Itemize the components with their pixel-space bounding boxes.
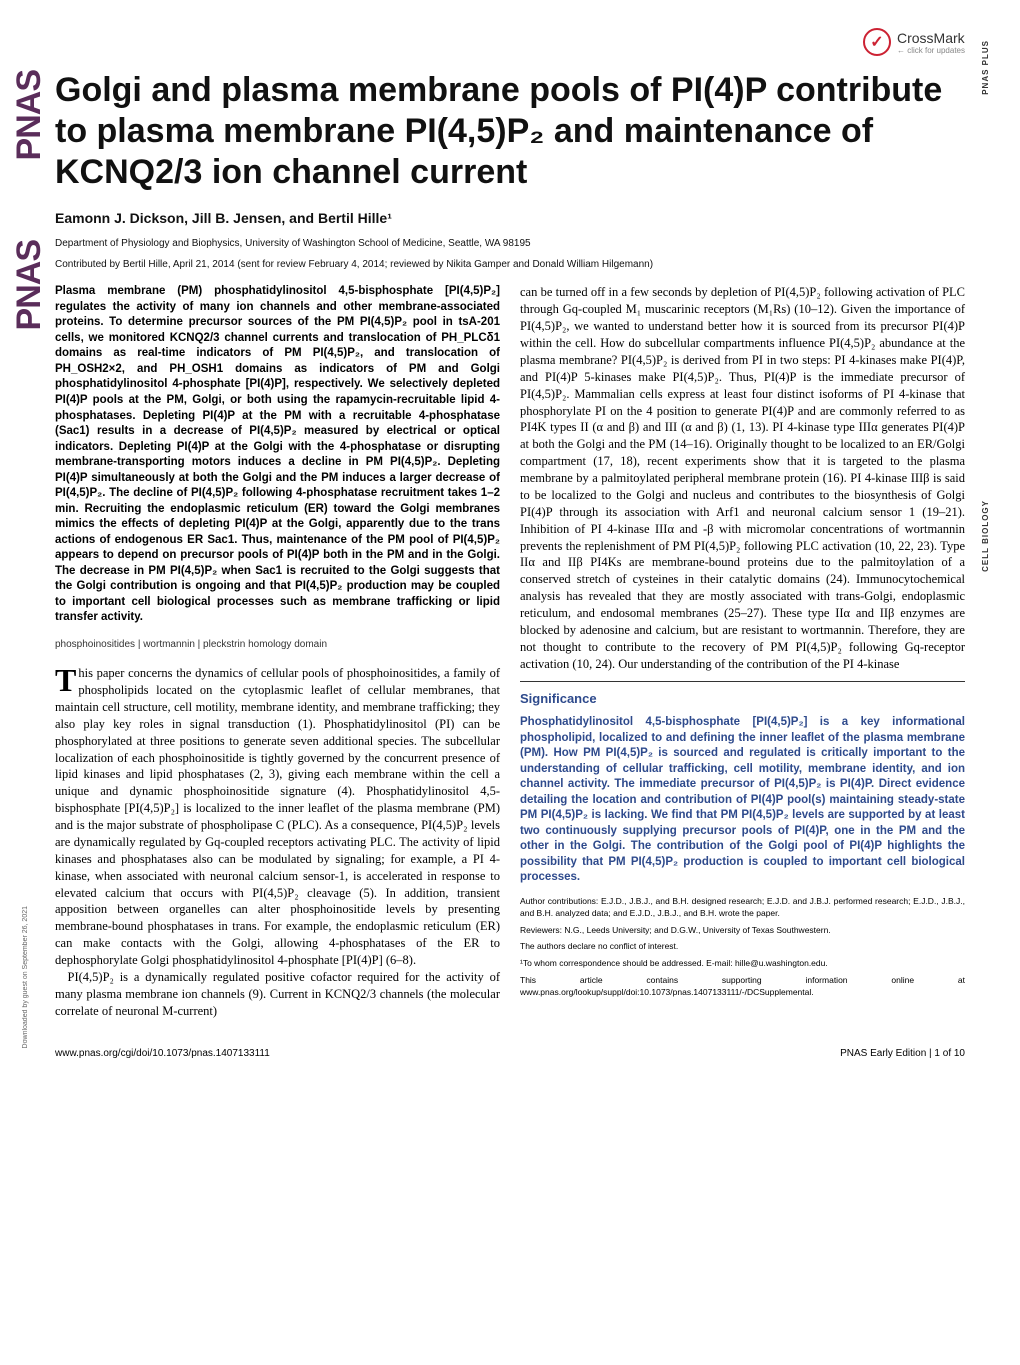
supporting-info: This article contains supporting informa… xyxy=(520,975,965,999)
downloaded-note: Downloaded by guest on September 26, 202… xyxy=(22,906,29,1048)
footer-page: PNAS Early Edition | 1 of 10 xyxy=(840,1048,965,1059)
significance-box: Significance Phosphatidylinositol 4,5-bi… xyxy=(520,681,965,886)
correspondence: ¹To whom correspondence should be addres… xyxy=(520,958,965,970)
right-column: can be turned off in a few seconds by de… xyxy=(520,284,965,1019)
body-para-1: This paper concerns the dynamics of cell… xyxy=(55,665,500,969)
body-col2-p1: can be turned off in a few seconds by de… xyxy=(520,284,965,672)
reviewers: Reviewers: N.G., Leeds University; and D… xyxy=(520,925,965,937)
crossmark-label: CrossMark ← click for updates xyxy=(897,30,965,55)
authors: Eamonn J. Dickson, Jill B. Jensen, and B… xyxy=(55,210,965,226)
pnas-plus-label: PNAS PLUS xyxy=(981,40,990,95)
pnas-logo-repeat: PNAS xyxy=(10,240,49,330)
crossmark-icon: ✓ xyxy=(863,28,891,56)
keywords: phosphoinositides | wortmannin | pleckst… xyxy=(55,638,500,652)
page-footer: www.pnas.org/cgi/doi/10.1073/pnas.140713… xyxy=(55,1040,965,1059)
contributed-line: Contributed by Bertil Hille, April 21, 2… xyxy=(55,259,965,270)
abstract: Plasma membrane (PM) phosphatidylinosito… xyxy=(55,284,500,625)
conflict: The authors declare no conflict of inter… xyxy=(520,941,965,953)
body-para-2: PI(4,5)P₂ is a dynamically regulated pos… xyxy=(55,969,500,1020)
left-column: Plasma membrane (PM) phosphatidylinosito… xyxy=(55,284,500,1019)
affiliation: Department of Physiology and Biophysics,… xyxy=(55,238,965,249)
footer-doi: www.pnas.org/cgi/doi/10.1073/pnas.140713… xyxy=(55,1048,270,1059)
crossmark-sublabel: ← click for updates xyxy=(897,46,965,55)
crossmark-text: CrossMark xyxy=(897,30,965,46)
pnas-logo: PNAS xyxy=(10,70,49,160)
author-contributions: Author contributions: E.J.D., J.B.J., an… xyxy=(520,896,965,920)
article-title: Golgi and plasma membrane pools of PI(4)… xyxy=(55,70,965,192)
section-label: CELL BIOLOGY xyxy=(981,500,990,572)
footnotes: Author contributions: E.J.D., J.B.J., an… xyxy=(520,896,965,999)
crossmark-badge[interactable]: ✓ CrossMark ← click for updates xyxy=(863,28,965,56)
significance-title: Significance xyxy=(520,690,965,708)
significance-text: Phosphatidylinositol 4,5-bisphosphate [P… xyxy=(520,715,965,886)
